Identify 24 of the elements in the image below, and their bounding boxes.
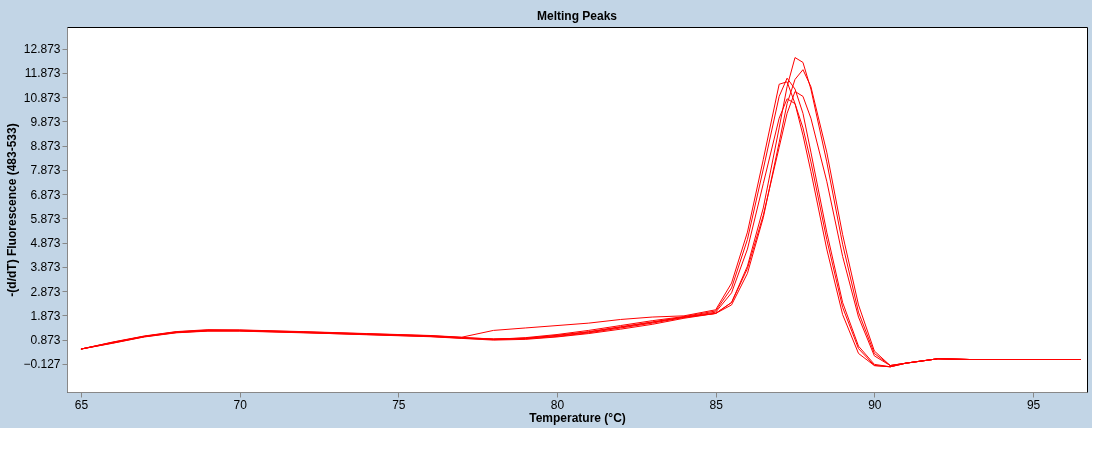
y-tick-label: 11.873: [24, 66, 61, 81]
y-tick-label: 7.873: [30, 163, 61, 178]
y-tick-label: 1.873: [30, 308, 61, 323]
x-axis-title: Temperature (°C): [529, 410, 626, 425]
y-tick-label: 2.873: [30, 284, 61, 299]
x-tick-label: 85: [709, 397, 724, 412]
x-tick-label: 65: [74, 397, 89, 412]
x-tick-label: 75: [392, 397, 406, 412]
x-tick-label: 90: [868, 397, 882, 412]
chart-title: Melting Peaks: [536, 9, 618, 23]
y-tick-label: 9.873: [30, 114, 61, 129]
y-axis-title: -(d/dT) Fluorescence (483-533): [5, 123, 20, 297]
y-tick-label: 8.873: [30, 139, 61, 154]
y-tick-label: 0.873: [30, 333, 61, 348]
y-tick-label: 4.873: [30, 236, 61, 251]
x-tick-label: 70: [233, 397, 248, 412]
y-tick-label: 6.873: [30, 187, 61, 202]
x-tick-label: 80: [550, 397, 565, 412]
y-tick-label: 3.873: [30, 260, 61, 275]
y-tick-label: 5.873: [30, 211, 61, 226]
x-tick-label: 95: [1026, 397, 1041, 412]
y-tick-label: 12.873: [23, 42, 61, 57]
y-tick-label: 10.873: [23, 90, 61, 105]
y-tick-label: −0.127: [23, 357, 61, 372]
